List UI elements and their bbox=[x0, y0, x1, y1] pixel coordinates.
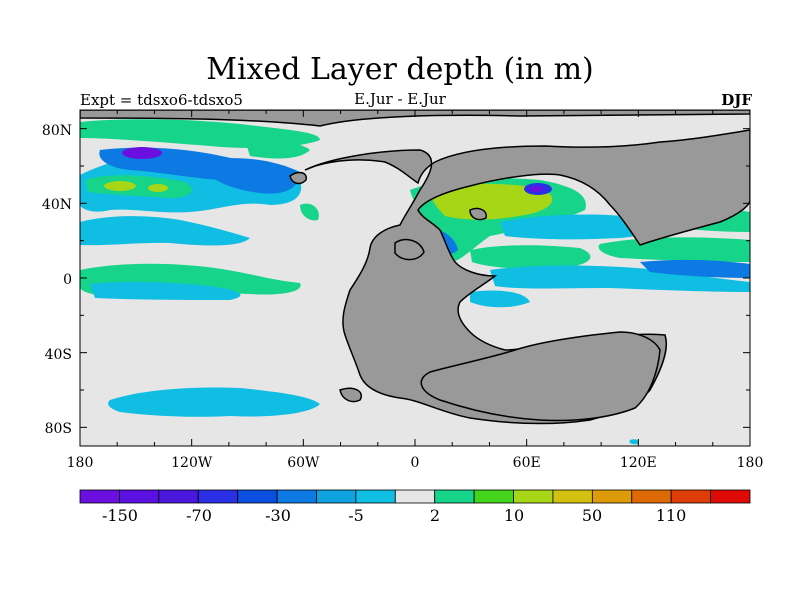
land-island-4 bbox=[289, 171, 307, 185]
shade-north-pacific-green bbox=[85, 175, 193, 198]
y-tick-40n: 40N bbox=[42, 197, 72, 213]
colorbar-box-1 bbox=[119, 489, 160, 504]
shade-arctic-green-2 bbox=[245, 139, 310, 159]
colorbar-box-13 bbox=[591, 489, 633, 504]
colorbar-box-12 bbox=[552, 489, 593, 504]
shade-south-pole-spot bbox=[629, 439, 639, 445]
colorbar-label-10: 10 bbox=[504, 506, 524, 525]
colorbar-box-11 bbox=[513, 489, 554, 504]
map-title: Mixed Layer depth (in m) bbox=[206, 52, 594, 87]
colorbar-label-neg150: -150 bbox=[102, 506, 138, 525]
colorbar-label-neg70: -70 bbox=[186, 506, 212, 525]
colorbar-box-5 bbox=[276, 489, 317, 504]
colorbar-box-10 bbox=[473, 489, 514, 504]
land-island-1 bbox=[394, 238, 425, 261]
season-label: DJF bbox=[721, 91, 752, 109]
land-north-strip bbox=[80, 110, 750, 127]
shade-tethys-purple-spot bbox=[529, 186, 543, 192]
colorbar-box-6 bbox=[316, 489, 357, 504]
colorbar-box-0 bbox=[79, 489, 120, 504]
colorbar-label-50: 50 bbox=[582, 506, 602, 525]
shade-north-pacific-blue-2 bbox=[205, 158, 300, 194]
colorbar-box-8 bbox=[394, 489, 436, 504]
shade-north-pacific-purple bbox=[122, 147, 162, 159]
shade-north-pacific-yellow bbox=[104, 181, 136, 191]
shade-equatorial-pacific-lightblue bbox=[90, 281, 241, 300]
colorbar-box-16 bbox=[710, 489, 751, 504]
colorbar-box-9 bbox=[434, 489, 475, 504]
mld-anomaly-shading bbox=[80, 119, 750, 445]
x-tick-180e: 180 bbox=[737, 455, 764, 471]
shade-north-pacific-yellow-2 bbox=[148, 184, 168, 192]
x-tick-120e: 120E bbox=[620, 455, 657, 471]
shade-east-blue bbox=[640, 259, 750, 278]
period-label: E.Jur - E.Jur bbox=[354, 90, 446, 108]
colorbar-box-4 bbox=[237, 489, 278, 504]
experiment-label: Expt = tdsxo6-tdsxo5 bbox=[80, 91, 243, 109]
axis-ticks bbox=[79, 110, 751, 446]
land-gondwana-south bbox=[420, 331, 661, 422]
colorbar-label-110: 110 bbox=[656, 506, 687, 525]
x-tick-120w: 120W bbox=[171, 455, 213, 471]
map-area bbox=[80, 110, 750, 446]
y-tick-80s: 80S bbox=[45, 421, 72, 437]
x-tick-180w: 180 bbox=[67, 455, 94, 471]
land-island-2 bbox=[469, 207, 487, 221]
shade-south-tethys-lightblue bbox=[470, 290, 530, 308]
x-tick-60e: 60E bbox=[513, 455, 541, 471]
colorbar bbox=[79, 489, 751, 504]
shade-east-pacific-green bbox=[300, 203, 319, 221]
shade-tethys-yellowgreen bbox=[430, 183, 553, 220]
shade-panthalassa-east-lightblue bbox=[490, 265, 750, 292]
colorbar-label-neg5: -5 bbox=[348, 506, 364, 525]
y-tick-80n: 80N bbox=[42, 123, 72, 139]
colorbar-box-2 bbox=[158, 489, 199, 504]
land-island-3 bbox=[339, 387, 362, 403]
colorbar-box-7 bbox=[355, 489, 396, 504]
x-tick-60w: 60W bbox=[287, 455, 320, 471]
shade-tethys-lightblue bbox=[500, 214, 651, 240]
colorbar-label-neg30: -30 bbox=[265, 506, 291, 525]
colorbar-box-14 bbox=[631, 489, 672, 504]
shade-southern-ocean-lightblue bbox=[108, 387, 320, 417]
shade-east-green bbox=[598, 237, 750, 262]
colorbar-box-15 bbox=[670, 489, 711, 504]
land-masses bbox=[80, 110, 750, 425]
colorbar-box-3 bbox=[197, 489, 239, 504]
colorbar-label-2: 2 bbox=[430, 506, 440, 525]
x-tick-0: 0 bbox=[411, 455, 420, 471]
shade-tropical-pacific-lightblue bbox=[80, 216, 250, 246]
shade-tethys-green-2 bbox=[470, 245, 591, 269]
y-tick-0: 0 bbox=[63, 272, 72, 288]
y-tick-40s: 40S bbox=[45, 347, 72, 363]
